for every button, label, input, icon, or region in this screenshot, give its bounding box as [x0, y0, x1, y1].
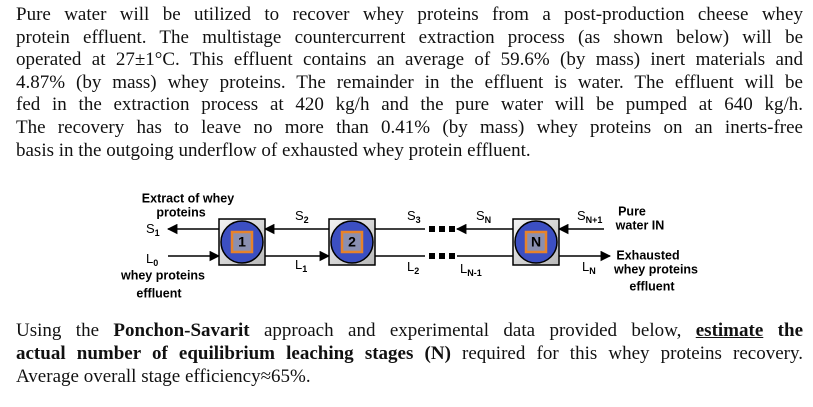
symbol-subscript: N	[485, 215, 492, 225]
text-segment: Using the	[16, 320, 114, 341]
stream-symbol: LN	[582, 259, 596, 276]
stage: 2	[328, 218, 376, 266]
text-line: Using the Ponchon-Savarit approach and e…	[16, 320, 803, 342]
stream-symbol: L2	[407, 259, 419, 276]
stream-label: Exhausted	[616, 248, 679, 262]
stream-label: Extract of whey	[142, 191, 234, 205]
stream-label: whey proteins	[613, 262, 698, 276]
symbol-base: L	[460, 261, 467, 276]
text-line: fed in the extraction process at 420 kg/…	[16, 94, 803, 116]
stage-number-box	[340, 230, 364, 254]
symbol-subscript: N-1	[467, 268, 482, 278]
stream-label: Pure	[618, 204, 646, 218]
symbol-subscript: N+1	[586, 215, 603, 225]
stream-symbol: SN+1	[577, 208, 602, 225]
symbol-subscript: 1	[155, 228, 160, 238]
stream-symbol: S2	[295, 208, 309, 225]
stage-number-box	[524, 230, 548, 254]
symbol-base: L	[295, 257, 302, 272]
stream-label: effluent	[629, 279, 675, 293]
symbol-subscript: 1	[302, 264, 307, 274]
stage: N	[512, 218, 560, 266]
stream-symbol: SN	[476, 208, 491, 225]
symbol-subscript: 2	[414, 266, 419, 276]
stream-symbol: S3	[407, 208, 421, 225]
stream-symbol: S1	[146, 221, 160, 238]
symbol-subscript: 2	[304, 215, 309, 225]
text-segment: required for this whey proteins recovery…	[450, 343, 803, 364]
continuation-dots	[429, 226, 455, 259]
text-line: protein effluent. The multistage counter…	[16, 26, 803, 48]
text-segment: Average overall stage efficiency≈65%.	[16, 366, 311, 387]
text-segment: actual number of equilibrium leaching st…	[16, 343, 451, 364]
stream-symbol: L0	[146, 251, 158, 268]
text-segment: the	[763, 320, 804, 341]
stage-number-box	[230, 230, 254, 254]
symbol-base: L	[146, 251, 153, 266]
flow-lines	[166, 223, 612, 262]
stream-symbol: L1	[295, 257, 307, 274]
symbol-base: L	[407, 259, 414, 274]
text-segment: estimate	[695, 320, 764, 341]
symbol-base: L	[582, 259, 589, 274]
text-line: operated at 27±1°C. This effluent contai…	[16, 49, 803, 71]
stage: 1	[218, 218, 266, 266]
symbol-subscript: N	[589, 266, 596, 276]
text-line: Pure water will be utilized to recover w…	[16, 4, 803, 25]
text-line: The recovery has to leave no more than 0…	[16, 117, 803, 138]
text-segment: Ponchon-Savarit	[113, 320, 250, 341]
text-segment: approach and experimental data provided …	[249, 320, 696, 341]
stream-label: effluent	[136, 286, 182, 300]
symbol-subscript: 3	[416, 215, 421, 225]
symbol-subscript: 0	[153, 258, 158, 268]
symbol-base: S	[476, 208, 485, 223]
symbol-base: S	[295, 208, 304, 223]
text-line: basis in the outgoing underflow of exhau…	[16, 139, 531, 161]
symbol-base: S	[577, 208, 586, 223]
stage-number: 1	[238, 234, 246, 250]
symbol-base: S	[146, 221, 155, 236]
stream-symbol: LN-1	[460, 261, 482, 278]
text-line: actual number of equilibrium leaching st…	[16, 343, 803, 365]
symbol-base: S	[407, 208, 416, 223]
text-line: 4.87% (by mass) whey proteins. The remai…	[16, 71, 803, 93]
stream-label: water IN	[615, 218, 665, 232]
text-line: Average overall stage efficiency≈65%.	[16, 366, 803, 388]
stage-number: 2	[348, 234, 356, 250]
stream-label: proteins	[156, 205, 205, 219]
stage-number: N	[531, 234, 541, 250]
stream-label: whey proteins	[120, 268, 205, 282]
